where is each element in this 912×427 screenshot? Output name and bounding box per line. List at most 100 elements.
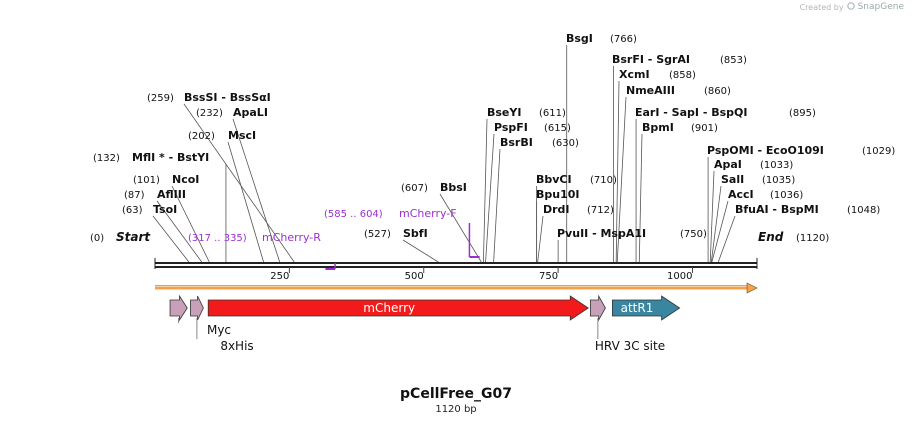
- feature-attr1[interactable]: attR1: [612, 295, 681, 321]
- primer-label[interactable]: mCherry-R: [262, 231, 321, 244]
- feature-mcherry[interactable]: mCherry: [207, 295, 589, 321]
- site-label[interactable]: BsgI: [566, 32, 593, 45]
- site-label[interactable]: BssSI - BssSαI: [184, 91, 271, 104]
- site-bpmi[interactable]: BpmI (901): [642, 121, 718, 134]
- site-bpu10i[interactable]: Bpu10I: [536, 188, 580, 201]
- site-position: (607): [401, 183, 428, 194]
- site-pspfi[interactable]: PspFI (615): [494, 121, 571, 134]
- site-label[interactable]: SalI: [721, 173, 744, 186]
- site-position: (202): [188, 131, 215, 142]
- site-label[interactable]: XcmI: [619, 68, 650, 81]
- feature-label: Myc: [207, 323, 231, 337]
- site-leader-tsoi: [152, 215, 190, 263]
- primer-mcherry-f[interactable]: (585 .. 604) mCherry-F: [324, 207, 480, 258]
- site-leader-sali: [710, 185, 722, 263]
- site-position: (87): [124, 190, 145, 201]
- site-drdi[interactable]: DrdI (712): [543, 203, 614, 216]
- site-label[interactable]: EarI - SapI - BspQI: [635, 106, 747, 119]
- site-leader-afliii: [156, 200, 203, 263]
- ruler: 250 500 750 1000: [270, 267, 693, 282]
- site-position: (712): [587, 205, 614, 216]
- site-xcmi[interactable]: XcmI (858): [619, 68, 696, 81]
- ruler-tick-label: 500: [405, 271, 424, 282]
- site-label[interactable]: MflI * - BstYI: [132, 151, 209, 164]
- site-bsai[interactable]: BbsI (607): [401, 181, 467, 194]
- site-label[interactable]: TsoI: [153, 203, 177, 216]
- site-tsoi[interactable]: TsoI (63): [122, 203, 177, 216]
- plasmid-name: pCellFree_G07: [400, 386, 512, 402]
- site-label[interactable]: Bpu10I: [536, 188, 580, 201]
- primer-label[interactable]: mCherry-F: [399, 207, 457, 220]
- site-label[interactable]: BsrBI: [500, 136, 533, 149]
- site-sbfi[interactable]: SbfI (527): [364, 227, 428, 240]
- site-label[interactable]: DrdI: [543, 203, 570, 216]
- site-bsrfi[interactable]: BsrFI - SgrAI (853): [612, 53, 747, 66]
- site-afliii[interactable]: AflIII (87): [124, 188, 186, 201]
- site-position: (101): [133, 175, 160, 186]
- site-nmeaiii[interactable]: NmeAIII (860): [626, 84, 731, 97]
- site-position: (1035): [762, 175, 795, 186]
- site-label[interactable]: AflIII: [157, 188, 186, 201]
- primer-mcherry-r[interactable]: (317 .. 335) mCherry-R: [188, 231, 336, 270]
- feature-myc[interactable]: Myc: [169, 294, 231, 337]
- snapgene-credit: Created by SnapGene: [800, 2, 904, 12]
- site-msci[interactable]: MscI (202): [188, 129, 256, 142]
- site-acci[interactable]: AccI (1036): [728, 188, 803, 201]
- site-bbvci[interactable]: BbvCI (710): [536, 173, 617, 186]
- site-sali[interactable]: SalI (1035): [721, 173, 795, 186]
- site-position: (132): [93, 153, 120, 164]
- feature-label: HRV 3C site: [595, 339, 665, 353]
- site-position: (232): [196, 108, 223, 119]
- start-label: Start: [116, 230, 151, 244]
- feature-8xhis[interactable]: 8xHis: [190, 295, 254, 353]
- site-label[interactable]: ApaLI: [233, 106, 268, 119]
- site-position: (1029): [862, 146, 895, 157]
- site-label[interactable]: BsrFI - SgrAI: [612, 53, 690, 66]
- site-leader-drdi: [537, 215, 544, 263]
- site-label[interactable]: AccI: [728, 188, 754, 201]
- feature-label: attR1: [621, 301, 654, 315]
- feature-hrv3c[interactable]: HRV 3C site: [589, 294, 665, 353]
- site-bsrbi[interactable]: BsrBI (630): [500, 136, 579, 149]
- site-mfli[interactable]: MflI * - BstYI (132): [93, 151, 209, 164]
- site-label[interactable]: PvuII - MspA1I: [557, 227, 646, 240]
- site-position: (259): [147, 93, 174, 104]
- site-label[interactable]: ApaI: [714, 158, 742, 171]
- site-label[interactable]: BbvCI: [536, 173, 572, 186]
- site-label[interactable]: BbsI: [440, 181, 467, 194]
- site-label[interactable]: BseYI: [487, 106, 521, 119]
- site-bsssi[interactable]: BssSI - BssSαI (259): [147, 91, 271, 104]
- site-label[interactable]: PspFI: [494, 121, 528, 134]
- site-label[interactable]: MscI: [228, 129, 256, 142]
- site-pvuii[interactable]: PvuII - MspA1I (750): [557, 227, 707, 240]
- site-leader-bsai: [439, 193, 482, 263]
- site-bseyi[interactable]: BseYI (611): [487, 106, 566, 119]
- site-eari[interactable]: EarI - SapI - BspQI (895): [635, 106, 816, 119]
- site-label[interactable]: NmeAIII: [626, 84, 675, 97]
- site-leader-bseyi: [483, 118, 488, 263]
- site-position: (615): [544, 123, 571, 134]
- site-leader-bsssi: [183, 103, 295, 263]
- site-ncoi[interactable]: NcoI (101): [133, 173, 199, 186]
- site-apai[interactable]: ApaI (1033): [714, 158, 793, 171]
- site-position: (1033): [760, 160, 793, 171]
- ruler-tick-label: 250: [270, 271, 289, 282]
- site-bsgi[interactable]: BsgI (766): [566, 32, 637, 45]
- site-position: (1048): [847, 205, 880, 216]
- site-leader-xcmi: [615, 80, 620, 263]
- site-label[interactable]: PspOMI - EcoO109I: [707, 144, 824, 157]
- site-apali[interactable]: ApaLI (232): [196, 106, 268, 119]
- ruler-tick-label: 1000: [667, 271, 692, 282]
- site-bfuai[interactable]: BfuAI - BspMI (1048): [735, 203, 880, 216]
- plasmid-length: 1120 bp: [435, 404, 477, 415]
- feature-label: mCherry: [363, 301, 415, 315]
- site-label[interactable]: NcoI: [172, 173, 199, 186]
- primer-range: (585 .. 604): [324, 209, 383, 220]
- site-leader-ncoi: [171, 185, 210, 263]
- site-pspomi[interactable]: PspOMI - EcoO109I (1029): [707, 144, 895, 157]
- site-label[interactable]: BfuAI - BspMI: [735, 203, 819, 216]
- site-label[interactable]: BpmI: [642, 121, 674, 134]
- site-label[interactable]: SbfI: [403, 227, 428, 240]
- site-leader-sbfi: [402, 239, 439, 263]
